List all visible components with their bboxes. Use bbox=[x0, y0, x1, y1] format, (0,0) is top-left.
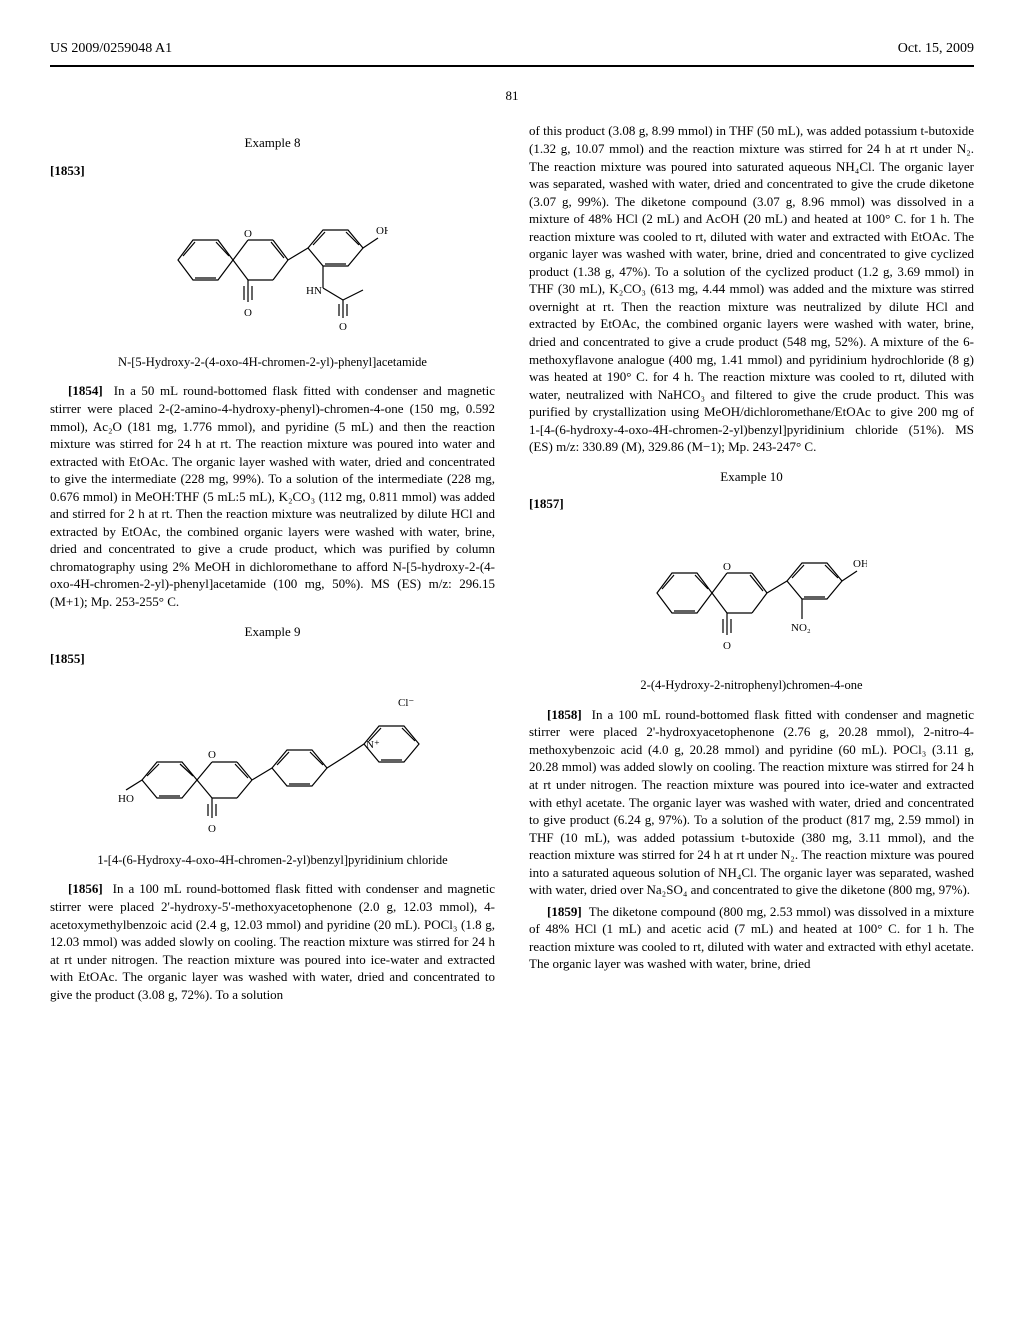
ex10-compound-name: 2-(4-Hydroxy-2-nitrophenyl)chromen-4-one bbox=[529, 677, 974, 694]
o-label-1: O bbox=[244, 307, 252, 319]
ex9-body-content: In a 100 mL round-bottomed flask fitted … bbox=[50, 881, 495, 1001]
ex10-body-content: In a 100 mL round-bottomed flask fitted … bbox=[529, 707, 974, 897]
ho-label: HO bbox=[118, 793, 134, 805]
example-10-title: Example 10 bbox=[529, 468, 974, 486]
paranum-text: [1853] bbox=[50, 163, 85, 178]
ex9-compound-name: 1-[4-(6-Hydroxy-4-oxo-4H-chromen-2-yl)be… bbox=[50, 852, 495, 869]
oh-label: OH bbox=[376, 225, 388, 237]
ex8-body-content: In a 50 mL round-bottomed flask fitted w… bbox=[50, 383, 495, 609]
ex8-body-paranum: [1854] bbox=[68, 383, 103, 398]
two-column-layout: Example 8 [1853] bbox=[50, 122, 974, 1007]
o-label-3: O bbox=[208, 823, 216, 835]
ex10-body2-text: [1859] The diketone compound (800 mg, 2.… bbox=[529, 903, 974, 973]
paranum-text-10: [1857] bbox=[529, 496, 564, 511]
page-number: 81 bbox=[50, 87, 974, 105]
header: US 2009/0259048 A1 Oct. 15, 2009 bbox=[50, 40, 974, 59]
no2-label: NO₂ bbox=[791, 622, 811, 634]
example-10-paranum: [1857] bbox=[529, 495, 974, 513]
ex9-body-paranum: [1856] bbox=[68, 881, 103, 896]
o-label-2: O bbox=[339, 321, 347, 333]
header-rule bbox=[50, 65, 974, 67]
example-9-paranum: [1855] bbox=[50, 650, 495, 668]
cl-minus-label: Cl⁻ bbox=[398, 697, 414, 709]
ex8-compound-name: N-[5-Hydroxy-2-(4-oxo-4H-chromen-2-yl)-p… bbox=[50, 354, 495, 371]
ex9-continuation: of this product (3.08 g, 8.99 mmol) in T… bbox=[529, 122, 974, 455]
publication-number: US 2009/0259048 A1 bbox=[50, 40, 172, 59]
o-label-ring-2: O bbox=[208, 749, 216, 761]
structure-ex8: OH HN O O O bbox=[50, 190, 495, 340]
column-left: Example 8 [1853] bbox=[50, 122, 495, 1007]
ex10-body-text: [1858] In a 100 mL round-bottomed flask … bbox=[529, 706, 974, 899]
o-label-ring: O bbox=[244, 228, 252, 240]
o-label-4: O bbox=[723, 640, 731, 652]
ex9-body-text: [1856] In a 100 mL round-bottomed flask … bbox=[50, 880, 495, 1003]
ex10-body-paranum: [1858] bbox=[547, 707, 582, 722]
example-9-title: Example 9 bbox=[50, 623, 495, 641]
o-label-ring-3: O bbox=[723, 561, 731, 573]
paranum-text-9: [1855] bbox=[50, 651, 85, 666]
n-plus-label: N⁺ bbox=[366, 739, 380, 751]
ex10-body2-paranum: [1859] bbox=[547, 904, 582, 919]
ex10-body2-content: The diketone compound (800 mg, 2.53 mmol… bbox=[529, 904, 974, 972]
example-8-title: Example 8 bbox=[50, 134, 495, 152]
hn-label: HN bbox=[306, 285, 322, 297]
oh-label-2: OH bbox=[853, 558, 867, 570]
structure-ex10: OH NO₂ O O bbox=[529, 523, 974, 663]
structure-ex9: HO O O Cl⁻ N⁺ bbox=[50, 678, 495, 838]
publication-date: Oct. 15, 2009 bbox=[898, 40, 974, 59]
example-8-paranum: [1853] bbox=[50, 162, 495, 180]
column-right: of this product (3.08 g, 8.99 mmol) in T… bbox=[529, 122, 974, 1007]
ex8-body-text: [1854] In a 50 mL round-bottomed flask f… bbox=[50, 382, 495, 610]
